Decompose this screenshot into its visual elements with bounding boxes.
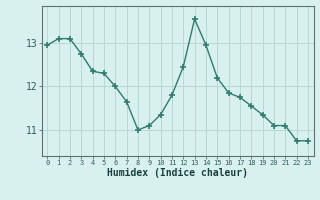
X-axis label: Humidex (Indice chaleur): Humidex (Indice chaleur) — [107, 168, 248, 178]
